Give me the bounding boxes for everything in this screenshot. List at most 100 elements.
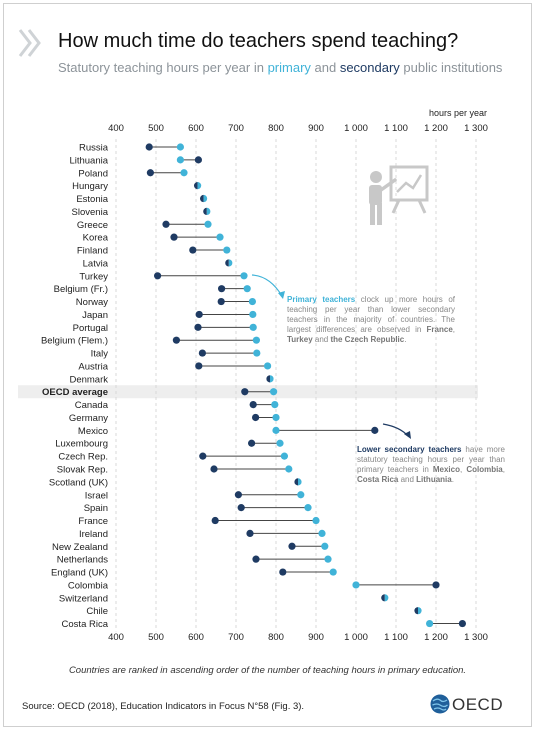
primary-point — [298, 478, 302, 486]
axis-unit-label: hours per year — [429, 108, 488, 118]
chart-title: How much time do teachers spend teaching… — [58, 30, 459, 52]
note-primary: Primary teachers clock up more hours of … — [287, 295, 455, 345]
category-label: Switzerland — [59, 593, 108, 604]
category-label: Ireland — [79, 529, 108, 540]
x-tick-label-bottom: 600 — [188, 632, 204, 643]
primary-point — [384, 594, 389, 602]
x-tick-label-bottom: 800 — [268, 632, 284, 643]
category-label: Costa Rica — [62, 619, 109, 630]
category-label: Denmark — [69, 374, 108, 385]
note-primary-country-2: Turkey — [287, 335, 313, 344]
primary-point — [243, 285, 251, 293]
category-label: Czech Rep. — [58, 452, 108, 463]
secondary-point — [199, 452, 207, 460]
x-tick-label-top: 1 100 — [384, 123, 408, 134]
secondary-point — [194, 156, 202, 164]
secondary-point — [193, 182, 198, 190]
secondary-point — [162, 220, 170, 228]
x-tick-label-bottom: 700 — [228, 632, 244, 643]
primary-point — [418, 607, 422, 615]
note-primary-country-1: France — [426, 325, 453, 334]
x-tick-label-top: 400 — [108, 123, 124, 134]
secondary-point — [371, 426, 379, 434]
note-secondary-end: . — [451, 475, 454, 484]
source-text: Source: OECD (2018), Education Indicator… — [22, 701, 305, 712]
note-secondary-country-2: Colombia — [466, 465, 503, 474]
category-label: Korea — [83, 233, 109, 244]
secondary-point — [146, 169, 154, 177]
note-primary-bold: Primary teachers — [287, 295, 356, 304]
category-label: Slovak Rep. — [57, 465, 108, 476]
subtitle-primary: primary — [267, 60, 311, 75]
primary-point — [324, 555, 332, 563]
secondary-point — [381, 594, 385, 602]
secondary-point — [211, 516, 219, 525]
category-label: Chile — [86, 606, 108, 617]
secondary-point — [145, 143, 153, 151]
primary-point — [272, 426, 280, 434]
primary-point — [272, 413, 280, 422]
x-tick-label-top: 500 — [148, 123, 164, 134]
primary-point — [240, 272, 248, 280]
primary-point — [216, 233, 224, 241]
teacher-at-board-icon — [369, 165, 429, 225]
x-tick-label-top: 1 000 — [344, 123, 368, 134]
note-secondary-country-3: Costa Rica — [357, 475, 399, 484]
category-label: Norway — [76, 297, 108, 308]
note-secondary-text: have more statutory teaching hours per y… — [357, 445, 505, 474]
primary-point — [280, 452, 288, 460]
secondary-point — [210, 465, 218, 473]
x-tick-label-top: 700 — [228, 123, 244, 134]
secondary-point — [252, 555, 260, 563]
secondary-point — [170, 233, 178, 241]
primary-point — [252, 336, 260, 344]
subtitle-and: and — [310, 60, 340, 75]
secondary-point — [414, 607, 418, 615]
secondary-point — [200, 194, 204, 203]
category-label: Russia — [79, 143, 109, 154]
note-secondary-country-1: Mexico — [432, 465, 460, 474]
note-primary-arrow — [251, 274, 283, 297]
primary-point — [206, 207, 211, 215]
oecd-logo-text: OECD — [452, 695, 504, 714]
note-primary-text: clock up more hours of teaching per year… — [287, 295, 455, 334]
secondary-point — [217, 297, 225, 306]
note-primary-end: . — [404, 335, 407, 344]
x-tick-label-bottom: 400 — [108, 632, 124, 643]
primary-point — [249, 323, 257, 331]
secondary-point — [198, 349, 206, 357]
primary-point — [197, 182, 202, 190]
category-label: Italy — [91, 349, 109, 360]
primary-point — [426, 619, 434, 628]
note-secondary-sep-1: , — [459, 465, 467, 474]
secondary-point — [194, 323, 202, 331]
category-label: Spain — [84, 503, 108, 514]
x-tick-label-top: 1 200 — [424, 123, 448, 134]
primary-point — [276, 439, 284, 447]
category-label: Scotland (UK) — [49, 477, 108, 488]
primary-point — [176, 143, 184, 151]
note-primary-country-3: the Czech Republic — [330, 335, 405, 344]
secondary-point — [237, 504, 245, 512]
primary-point — [321, 542, 329, 550]
category-label: Slovenia — [72, 207, 109, 218]
primary-point — [228, 259, 233, 267]
secondary-point — [288, 542, 296, 550]
primary-point — [204, 220, 212, 228]
primary-point — [270, 375, 274, 383]
category-label: Luxembourg — [55, 439, 108, 450]
note-primary-arrowhead — [278, 291, 285, 299]
category-label: Poland — [78, 168, 108, 179]
primary-point — [253, 349, 261, 357]
note-secondary: Lower secondary teachers have more statu… — [357, 445, 505, 485]
secondary-point — [249, 401, 257, 409]
category-label: Turkey — [79, 271, 108, 282]
x-tick-label-bottom: 1 200 — [424, 632, 448, 643]
chart-subtitle: Statutory teaching hours per year in pri… — [58, 60, 502, 75]
category-label: New Zealand — [52, 542, 108, 553]
secondary-point — [195, 310, 203, 319]
secondary-point — [248, 439, 256, 447]
category-label: Greece — [77, 220, 108, 231]
secondary-point — [279, 568, 287, 576]
